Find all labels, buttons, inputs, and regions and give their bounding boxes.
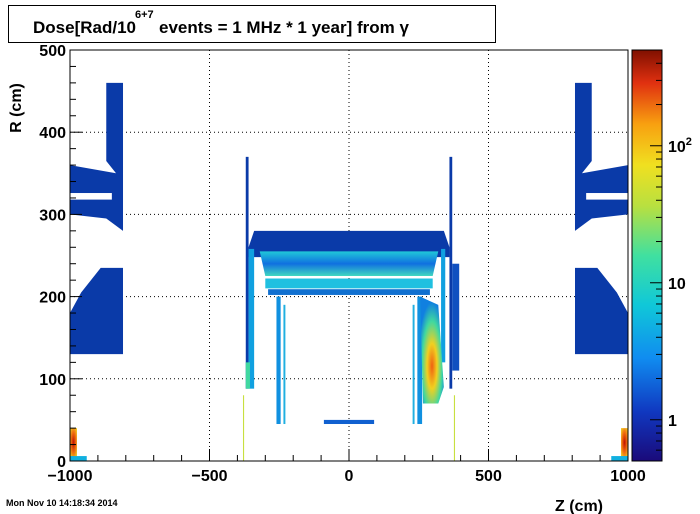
right-forward-hot-spot [621,428,628,457]
title-prefix: Dose[Rad/10 [33,18,136,37]
x-tick-label: 500 [475,468,502,485]
color-scale-label: 10 [668,276,686,293]
y-tick-label: 0 [57,454,66,471]
chart-title: Dose[Rad/10 6+7 events = 1 MHz * 1 year]… [8,5,496,43]
left-tracker-inner [283,304,286,425]
right-outer-block [452,263,460,371]
right-muon-gap [586,193,628,200]
right-tracker-inner [412,304,415,425]
right-muon-lower [574,267,628,355]
right-barrel-wall [441,248,446,363]
y-tick-label: 400 [39,125,66,142]
y-axis-label: R (cm) [8,83,25,133]
axis-ticks [69,49,629,462]
x-tick-label: −500 [191,468,227,485]
x-tick-label: 1000 [610,468,646,485]
x-tick-label: 0 [345,468,354,485]
endcap-hot-spot [420,296,444,404]
color-scale-bar [632,50,662,461]
x-axis-label: Z (cm) [555,498,603,514]
barrel-layer [259,251,439,277]
tick-labels: −1000 −500 0 500 1000 0 100 200 300 400 500 [39,43,646,485]
left-endcap-post [245,156,249,389]
tracker-top-band [265,278,433,289]
left-forward-hot-spot [70,428,77,457]
color-scale-frame [631,49,663,462]
y-tick-label: 300 [39,207,66,224]
dose-map [70,82,628,461]
color-scale-label: 102 [668,136,692,156]
left-beamline [70,456,87,461]
title-exponent: 6+7 [135,9,154,21]
y-tick-label: 200 [39,290,66,307]
color-scale-label: 1 [668,413,677,430]
right-beamline [611,456,628,461]
right-tracker-column [417,296,423,425]
timestamp: Mon Nov 10 14:18:34 2014 [6,498,118,508]
title-suffix: events = 1 MHz * 1 year] from γ [159,18,409,37]
right-endcap-post [449,156,453,389]
y-tick-label: 500 [39,43,66,60]
left-muon-gap [70,193,112,200]
inner-beam-segment [323,419,375,425]
left-muon-lower [70,267,124,355]
left-tracker-column [276,296,281,425]
right-thin-line [453,395,456,461]
left-thin-line [242,395,245,461]
tracker-lower-band [268,289,430,295]
barrel-top-shell [248,230,450,258]
x-tick-label: −1000 [48,468,93,485]
color-scale-ticks: 1 10 102 [650,49,692,462]
left-low-strip [245,362,250,389]
left-barrel-wall [248,248,255,389]
y-tick-label: 100 [39,372,66,389]
